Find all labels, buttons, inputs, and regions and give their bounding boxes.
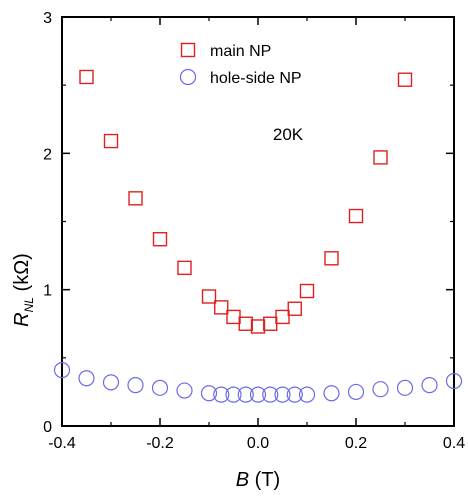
- y-tick-label: 0: [43, 419, 52, 436]
- main-np-point: [152, 232, 168, 247]
- hole-side-np-point: [102, 374, 120, 391]
- main-np-point: [103, 133, 119, 149]
- hole-side-np-point: [372, 381, 389, 398]
- legend-label: main NP: [210, 43, 271, 60]
- series-main-np: [79, 69, 413, 334]
- hole-side-np-point: [225, 386, 242, 403]
- main-np-point: [397, 72, 413, 87]
- hole-side-np-point: [323, 385, 340, 402]
- hole-side-np-point: [274, 386, 291, 403]
- legend-label: hole-side NP: [210, 70, 302, 87]
- main-np-point: [250, 319, 266, 334]
- main-np-point: [373, 150, 388, 165]
- x-tick-label: -0.2: [146, 435, 174, 452]
- hole-side-np-point: [445, 372, 463, 390]
- main-np-point: [324, 251, 339, 266]
- x-tick-label: 0.0: [247, 435, 269, 452]
- main-np-point: [214, 300, 229, 315]
- hole-side-np-point: [237, 386, 254, 403]
- hole-side-np-point: [347, 383, 365, 401]
- hole-side-np-point: [213, 386, 230, 403]
- main-np-point: [128, 191, 143, 206]
- temperature-annotation: 20K: [273, 125, 304, 144]
- hole-side-np-point: [286, 386, 303, 403]
- hole-side-np-point: [78, 370, 95, 387]
- hole-side-np-point: [421, 377, 438, 394]
- main-np-point: [287, 301, 302, 316]
- x-axis-label: B (T): [236, 469, 280, 491]
- main-np-point: [79, 69, 94, 85]
- legend-marker-circle-icon: [179, 68, 197, 86]
- y-tick-label: 2: [43, 146, 52, 163]
- main-np-point: [299, 283, 315, 299]
- hole-side-np-point: [53, 362, 71, 379]
- hole-side-np-point: [262, 386, 279, 403]
- hole-side-np-point: [396, 379, 414, 396]
- hole-side-np-point: [127, 377, 144, 394]
- y-axis-label: RNL (kΩ): [11, 253, 36, 327]
- hole-side-np-point: [200, 385, 218, 402]
- hole-side-np-point: [249, 386, 267, 403]
- series-hole-side-np: [53, 362, 463, 403]
- main-np-point: [177, 260, 192, 276]
- y-tick-label: 1: [43, 283, 52, 300]
- main-np-point: [238, 316, 253, 331]
- main-np-point: [201, 289, 217, 304]
- main-np-point: [226, 309, 241, 325]
- main-np-point: [348, 208, 364, 224]
- y-tick-label: 3: [43, 10, 52, 27]
- hole-side-np-point: [151, 379, 169, 396]
- hole-side-np-point: [176, 382, 193, 399]
- main-np-point: [263, 316, 278, 331]
- x-tick-label: 0.2: [345, 435, 367, 452]
- main-np-point: [275, 309, 290, 325]
- x-tick-label: 0.4: [443, 435, 465, 452]
- hole-side-np-point: [298, 386, 316, 403]
- x-tick-label: -0.4: [48, 435, 76, 452]
- legend-marker-square-icon: [180, 42, 196, 58]
